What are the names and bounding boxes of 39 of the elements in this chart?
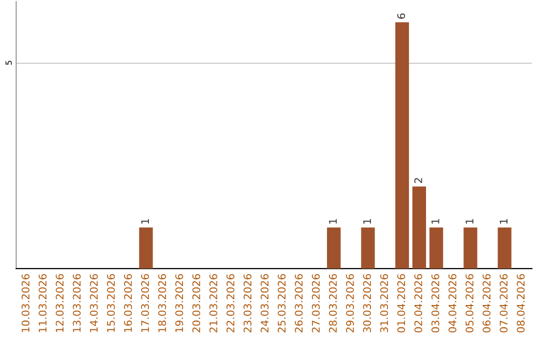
x-tick-label: 07.04.2026 bbox=[500, 274, 508, 332]
x-tick-label: 06.04.2026 bbox=[482, 274, 491, 332]
x-tick-label: 08.04.2026 bbox=[516, 274, 525, 332]
x-tick-label: 12.03.2026 bbox=[56, 274, 64, 332]
x-tick-label: 20.03.2026 bbox=[192, 274, 200, 332]
x-tick-label: 30.03.2026 bbox=[363, 274, 371, 332]
x-tick-label: 17.03.2026 bbox=[141, 274, 149, 332]
x-tick-label: 13.03.2026 bbox=[72, 274, 81, 332]
x-tick-label: 05.04.2026 bbox=[466, 274, 474, 332]
data-label: 1 bbox=[500, 219, 508, 224]
data-label: 1 bbox=[466, 219, 474, 224]
x-tick-label: 10.03.2026 bbox=[22, 274, 30, 332]
y-tick-label: 5 bbox=[6, 60, 12, 65]
data-label: 1 bbox=[432, 219, 440, 224]
x-tick-label: 28.03.2026 bbox=[328, 274, 337, 332]
data-label: 1 bbox=[363, 219, 371, 224]
data-label: 1 bbox=[141, 219, 149, 224]
data-label: 6 bbox=[397, 13, 406, 19]
x-tick-label: 15.03.2026 bbox=[106, 274, 115, 332]
x-tick-label: 14.03.2026 bbox=[90, 274, 98, 332]
x-tick-label: 02.04.2026 bbox=[414, 274, 422, 332]
x-tick-label: 26.03.2026 bbox=[294, 274, 303, 332]
x-tick-label: 16.03.2026 bbox=[124, 274, 132, 332]
x-tick-label: 04.04.2026 bbox=[448, 274, 456, 332]
x-tick-label: 25.03.2026 bbox=[278, 274, 286, 332]
data-label: 1 bbox=[329, 219, 337, 224]
x-tick-label: 21.03.2026 bbox=[209, 274, 218, 332]
x-tick-label: 31.03.2026 bbox=[380, 274, 388, 332]
data-label: 2 bbox=[414, 178, 422, 183]
x-tick-label: 27.03.2026 bbox=[312, 274, 320, 332]
x-tick-label: 23.03.2026 bbox=[244, 274, 252, 332]
x-tick-label: 03.04.2026 bbox=[431, 274, 440, 332]
x-tick-label: 11.03.2026 bbox=[38, 274, 47, 332]
x-tick-label: 19.03.2026 bbox=[175, 274, 184, 332]
x-tick-label: 01.04.2026 bbox=[397, 274, 406, 332]
x-tick-label: 18.03.2026 bbox=[158, 274, 166, 332]
x-tick-label: 24.03.2026 bbox=[260, 274, 269, 332]
x-tick-label: 22.03.2026 bbox=[226, 274, 234, 332]
x-tick-label: 29.03.2026 bbox=[346, 274, 354, 332]
